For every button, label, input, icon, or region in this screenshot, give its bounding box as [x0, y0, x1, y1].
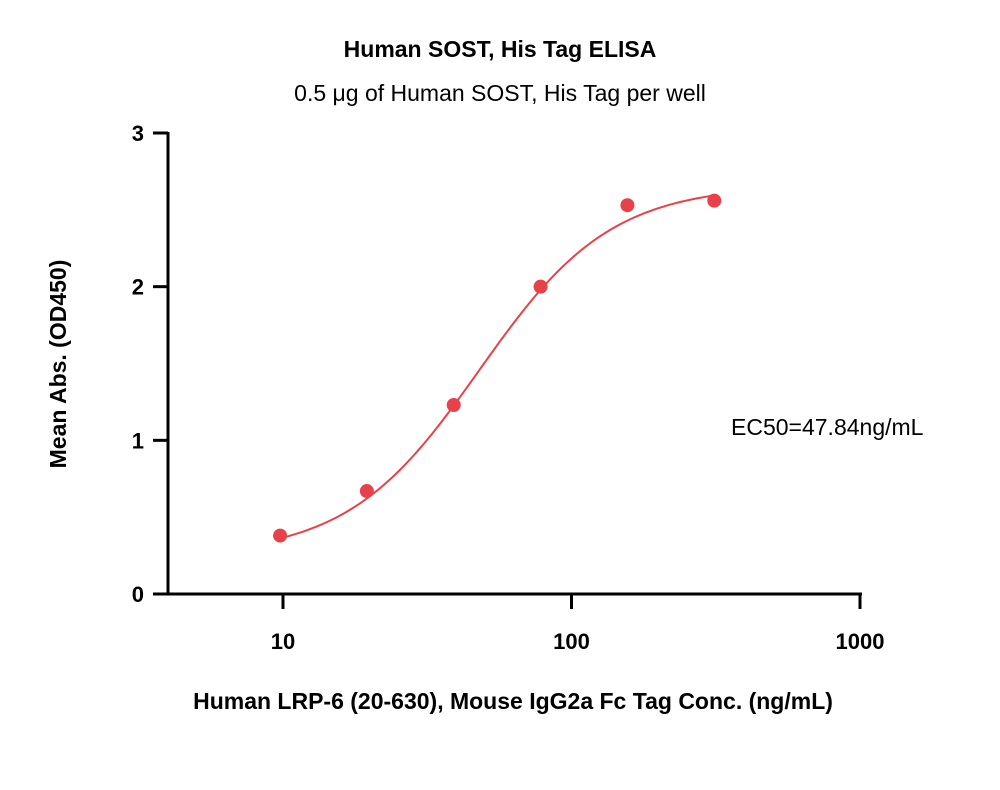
data-point: [707, 193, 722, 208]
data-points: [273, 193, 722, 543]
x-tick-label: 100: [553, 629, 590, 654]
y-axis-label: Mean Abs. (OD450): [45, 260, 71, 469]
data-point: [446, 397, 461, 412]
data-point: [273, 528, 288, 543]
x-axis-label: Human LRP-6 (20-630), Mouse IgG2a Fc Tag…: [193, 688, 833, 714]
y-tick-label: 3: [132, 121, 144, 146]
fit-curve-layer: [279, 194, 715, 540]
data-point: [533, 279, 548, 294]
y-tick-label: 1: [132, 428, 144, 453]
labels-layer: 0 1 2 3 10 100 1000 Human LRP-6 (20-630), Mouse…: [45, 121, 924, 714]
chart-title: Human SOST, His Tag ELISA: [343, 36, 657, 62]
data-point: [359, 484, 374, 499]
y-tick-label: 2: [132, 275, 144, 300]
axes: [153, 131, 862, 609]
data-point: [620, 198, 635, 213]
x-tick-label: 1000: [836, 629, 885, 654]
x-tick-label: 10: [271, 629, 295, 654]
y-tick-label: 0: [132, 582, 144, 607]
ec50-annotation: EC50=47.84ng/mL: [731, 414, 924, 440]
chart-subtitle: 0.5 μg of Human SOST, His Tag per well: [294, 80, 706, 106]
fit-curve: [279, 194, 715, 540]
